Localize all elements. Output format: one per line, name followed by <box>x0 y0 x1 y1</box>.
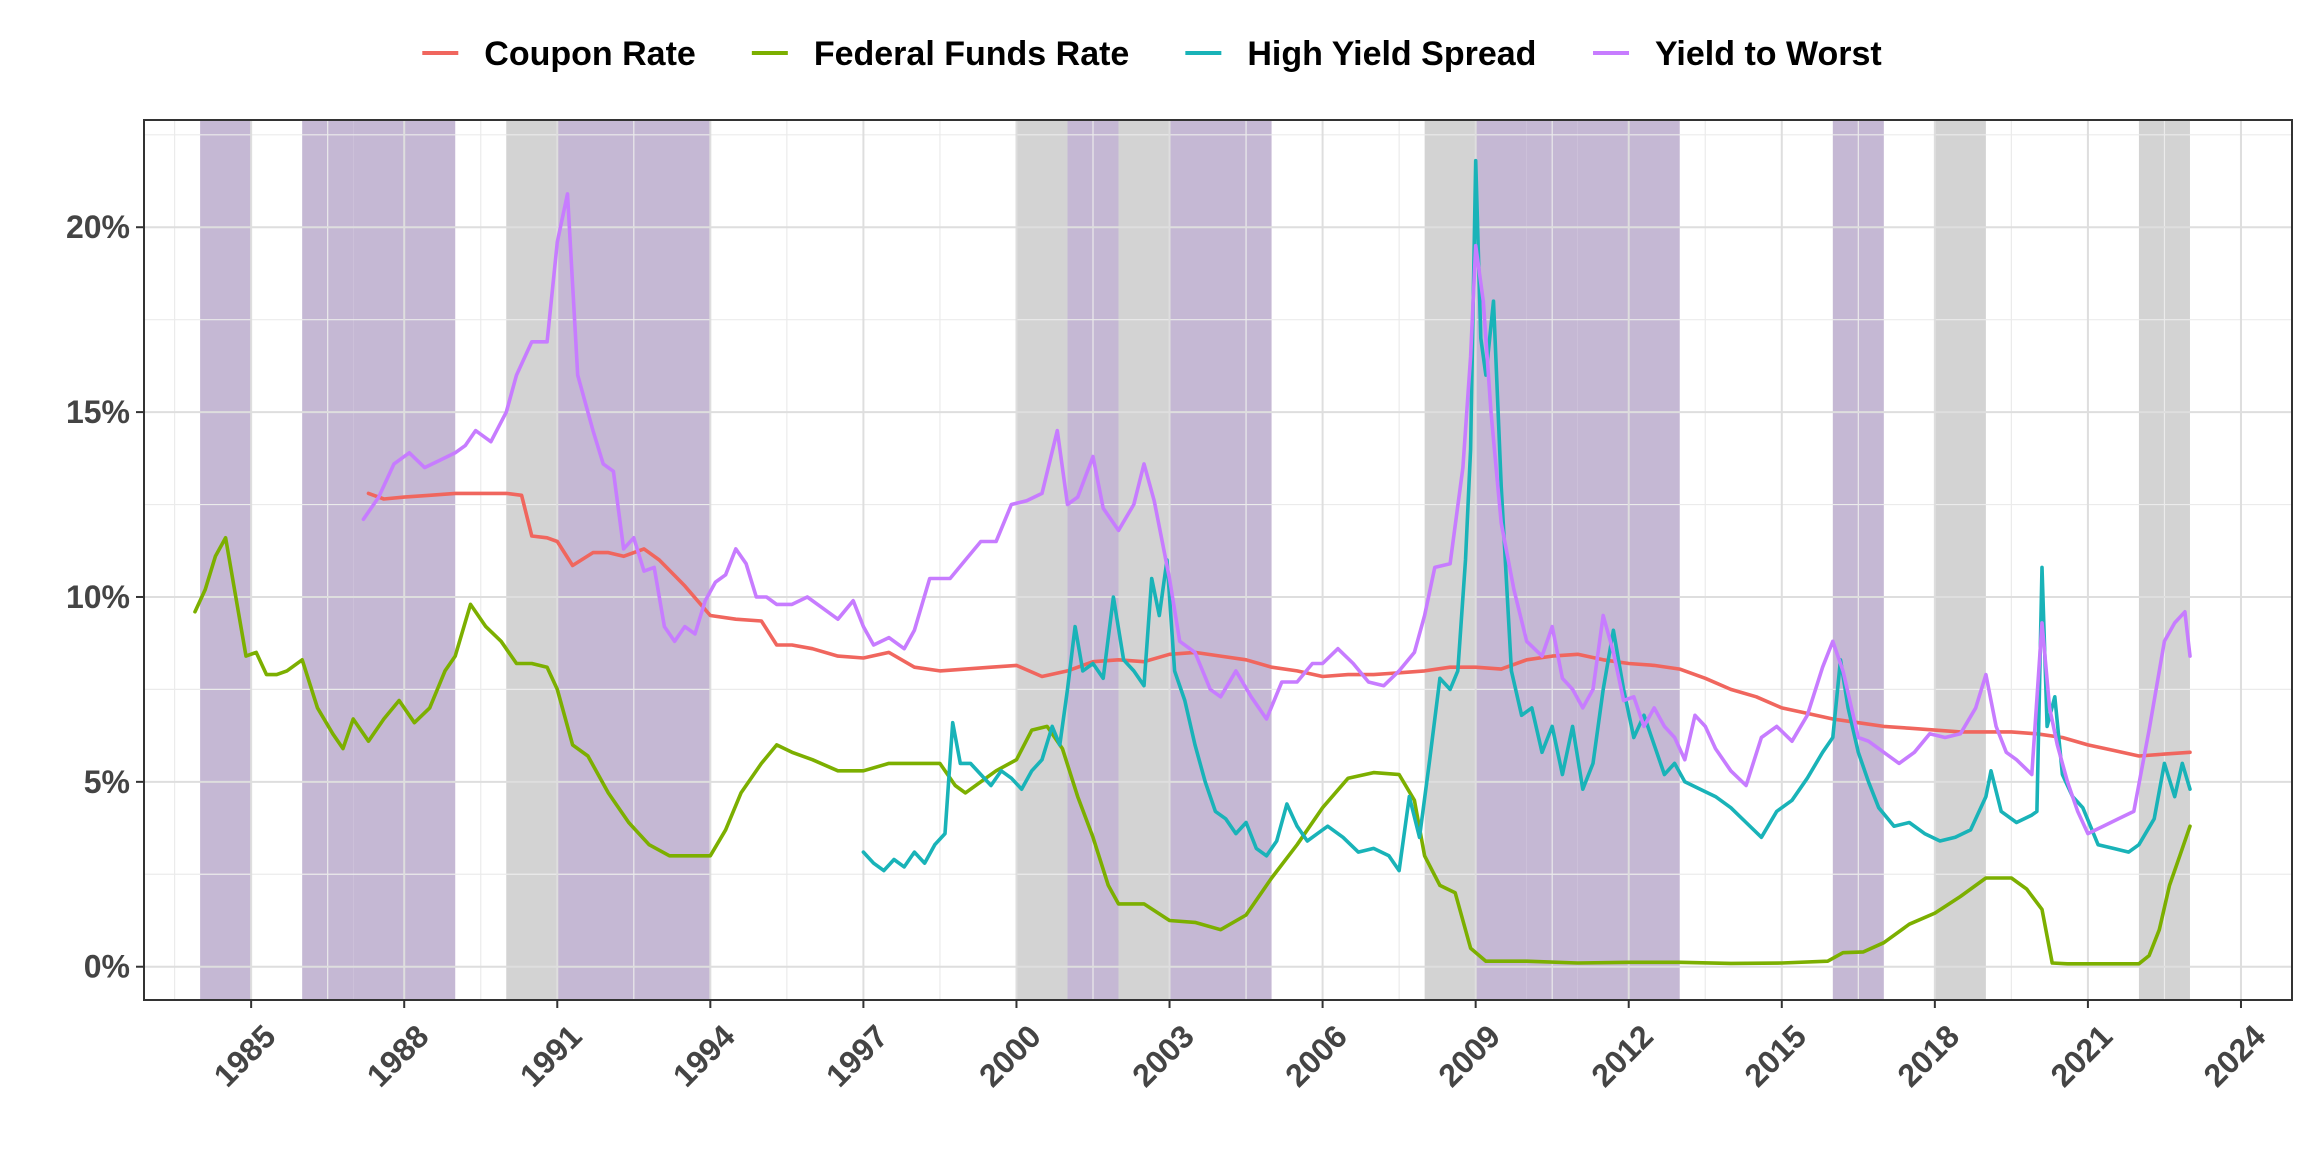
y-tick-label: 0% <box>84 949 130 985</box>
x-tick-label: 1991 <box>513 1018 589 1094</box>
x-tick-label: 2018 <box>1890 1018 1966 1094</box>
series-line-federal-funds-rate <box>193 535 2192 966</box>
legend-item-federal-funds-rate: Federal Funds Rate <box>751 35 1130 73</box>
shaded-period-13 <box>1577 120 1629 1000</box>
y-tick-label: 20% <box>66 209 130 245</box>
shaded-period-9 <box>1169 120 1272 1000</box>
x-tick-label: 2015 <box>1737 1018 1813 1094</box>
legend-item-yield-to-worst: Yield to Worst <box>1593 35 1882 73</box>
legend-item-coupon-rate: Coupon Rate <box>422 35 696 73</box>
shaded-period-3 <box>404 120 456 1000</box>
plot-area <box>143 119 2293 1001</box>
gridlines <box>144 120 2292 1000</box>
series-line-high-yield-spread <box>861 158 2192 873</box>
x-tick-label: 1985 <box>207 1018 283 1094</box>
y-axis: 0% 5% 10% 15% 20% <box>66 209 144 985</box>
shaded-period-0 <box>200 120 252 1000</box>
shaded-period-16 <box>1934 120 1986 1000</box>
legend-label: Coupon Rate <box>484 35 696 73</box>
x-tick-label: 1988 <box>360 1018 436 1094</box>
x-tick-label: 2000 <box>972 1018 1048 1094</box>
series-line-coupon-rate <box>366 491 2192 758</box>
shaded-period-14 <box>1628 120 1680 1000</box>
y-tick-label: 10% <box>66 579 130 615</box>
x-tick-label: 2006 <box>1278 1018 1354 1094</box>
plot-border <box>143 119 2293 1001</box>
chart-legend: Coupon Rate Federal Funds Rate High Yield … <box>422 35 1882 73</box>
x-axis: 1985 1988 1991 1994 1997 2000 2003 2006 2009 2012… <box>207 1000 2273 1094</box>
x-tick-label: 2009 <box>1431 1018 1507 1094</box>
shaded-period-6 <box>1016 120 1068 1000</box>
series-lines <box>193 158 2192 966</box>
legend-label: High Yield Spread <box>1247 35 1536 73</box>
x-tick-label: 2024 <box>2197 1018 2273 1094</box>
legend-label: Federal Funds Rate <box>814 35 1130 73</box>
x-tick-label: 1994 <box>666 1018 742 1094</box>
shaded-period-2 <box>353 120 405 1000</box>
y-tick-label: 5% <box>84 764 130 800</box>
x-tick-label: 2021 <box>2043 1018 2119 1094</box>
legend-label: Yield to Worst <box>1655 35 1882 73</box>
y-tick-label: 15% <box>66 394 130 430</box>
x-tick-label: 2012 <box>1584 1018 1660 1094</box>
legend-item-high-yield-spread: High Yield Spread <box>1185 35 1536 73</box>
x-tick-label: 1997 <box>819 1018 895 1094</box>
shaded-period-4 <box>506 120 558 1000</box>
shaded-period-8 <box>1118 120 1170 1000</box>
shaded-period-11 <box>1475 120 1527 1000</box>
x-tick-label: 2003 <box>1125 1018 1201 1094</box>
series-line-yield-to-worst <box>361 192 2192 836</box>
